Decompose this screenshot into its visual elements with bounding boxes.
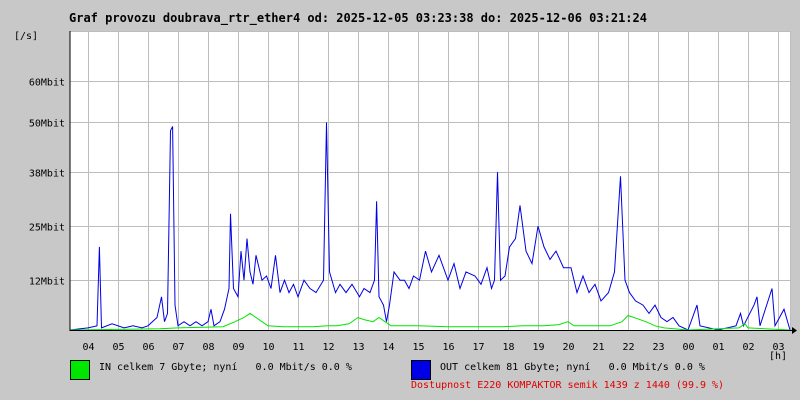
x-tick-label: 19 [532,342,544,353]
y-tick-label: 12Mbit [29,277,65,288]
x-axis-arrow [792,327,797,334]
x-tick-label: 09 [232,342,244,353]
x-axis-unit-label: [h] [769,351,787,362]
x-tick-label: 13 [352,342,364,353]
x-tick-label: 18 [502,342,514,353]
in-legend-text: IN celkem 7 Gbyte; nyní 0.0 Mbit/s 0.0 % [99,362,352,373]
y-axis-unit-label: [/s] [14,31,39,42]
x-tick-label: 21 [592,342,604,353]
y-tick-label: 60Mbit [29,78,65,89]
x-tick-label: 16 [442,342,454,353]
x-tick-label: 02 [742,342,754,353]
x-tick-label: 07 [172,342,184,353]
x-tick-label: 00 [682,342,694,353]
y-tick-label: 25Mbit [29,223,65,234]
chart-title: Graf provozu doubrava_rtr_ether4 od: 202… [69,11,647,25]
out-legend-text: OUT celkem 81 Gbyte; nyní 0.0 Mbit/s 0.0… [440,362,705,373]
x-tick-label: 14 [382,342,394,353]
x-tick-label: 05 [112,342,124,353]
y-tick-label: 50Mbit [29,119,65,130]
x-tick-label: 06 [142,342,154,353]
in-legend-swatch [70,360,90,380]
x-tick-label: 20 [562,342,574,353]
x-tick-label: 08 [202,342,214,353]
availability-text: Dostupnost E220 KOMPAKTOR semik 1439 z 1… [411,380,725,391]
x-tick-label: 10 [262,342,274,353]
series-in-line [69,312,791,331]
x-tick-label: 04 [82,342,94,353]
x-tick-label: 01 [712,342,724,353]
x-tick-label: 17 [472,342,484,353]
x-tick-label: 11 [292,342,304,353]
x-tick-label: 12 [322,342,334,353]
out-legend-swatch [411,360,431,380]
x-tick-label: 22 [622,342,634,353]
series-out-line [69,122,791,331]
x-tick-label: 23 [652,342,664,353]
y-tick-label: 38Mbit [29,169,65,180]
x-tick-label: 03 [772,342,784,353]
x-tick-label: 15 [412,342,424,353]
